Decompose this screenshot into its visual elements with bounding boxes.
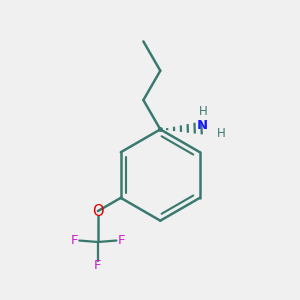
Text: H: H [217, 127, 226, 140]
Text: F: F [118, 234, 125, 247]
Text: H: H [199, 105, 207, 118]
Text: F: F [94, 259, 102, 272]
Text: O: O [92, 204, 103, 219]
Text: F: F [70, 234, 78, 247]
Text: N: N [197, 119, 208, 132]
